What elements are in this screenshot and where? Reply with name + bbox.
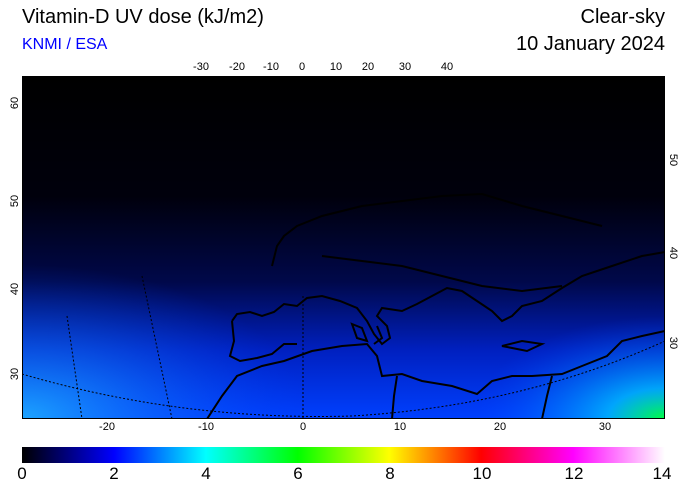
lon-tick: -20: [229, 61, 245, 73]
lon-tick: 0: [298, 61, 306, 73]
lat-tick: 40: [9, 282, 22, 296]
color-scale-bar: [22, 447, 665, 463]
graticule: [22, 275, 665, 419]
sky-condition: Clear-sky: [580, 6, 665, 28]
lon-tick: 20: [493, 421, 507, 433]
lon-tick: 40: [440, 61, 454, 73]
scale-label: 2: [109, 464, 119, 483]
lon-tick: 30: [398, 61, 412, 73]
map-title: Vitamin-D UV dose (kJ/m2): [22, 6, 264, 28]
lon-tick: -30: [193, 61, 209, 73]
scale-label: 4: [201, 464, 211, 483]
map-date: 10 January 2024: [515, 33, 665, 55]
scale-label: 0: [17, 464, 27, 483]
credit-label: KNMI / ESA: [22, 36, 108, 53]
lon-tick: 20: [361, 61, 375, 73]
scale-label: 6: [293, 464, 303, 483]
scale-label: 14: [652, 464, 672, 483]
coastlines: [206, 192, 665, 419]
scale-label: 8: [385, 464, 395, 483]
lon-tick: 0: [299, 421, 307, 433]
lon-tick: -20: [99, 421, 115, 433]
scale-label: 12: [564, 464, 584, 483]
lon-tick: -10: [198, 421, 214, 433]
lon-tick: 30: [598, 421, 612, 433]
lon-tick: 10: [393, 421, 407, 433]
scale-label: 10: [472, 464, 492, 483]
lon-tick: 10: [329, 61, 343, 73]
uv-dose-map: [22, 76, 665, 419]
lon-tick: -10: [263, 61, 279, 73]
lat-tick: 60: [9, 96, 22, 110]
lat-tick: 50: [9, 194, 22, 208]
lat-tick: 30: [667, 336, 680, 350]
lat-tick: 40: [667, 246, 680, 260]
lat-tick: 50: [667, 153, 680, 167]
lat-tick: 30: [9, 367, 22, 381]
